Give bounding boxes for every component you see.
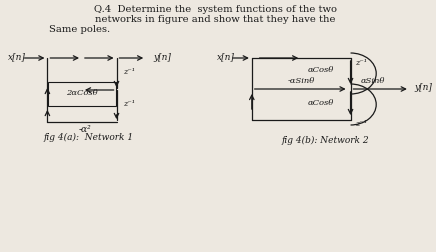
Text: αCosθ: αCosθ (308, 66, 334, 74)
Text: Q.4  Determine the  system functions of the two: Q.4 Determine the system functions of th… (94, 5, 337, 14)
Text: x[n]: x[n] (217, 52, 235, 61)
Text: x[n]: x[n] (8, 52, 26, 61)
Text: z⁻¹: z⁻¹ (355, 59, 368, 67)
Text: z⁻¹: z⁻¹ (355, 120, 368, 128)
Text: fig 4(b): Network 2: fig 4(b): Network 2 (282, 135, 370, 145)
Text: Same poles.: Same poles. (49, 24, 110, 34)
Text: fig 4(a):  Network 1: fig 4(a): Network 1 (44, 133, 134, 142)
Text: y[n]: y[n] (415, 83, 433, 92)
Text: -αSinθ: -αSinθ (288, 77, 315, 85)
Text: αSinθ: αSinθ (361, 77, 385, 85)
Text: y[n]: y[n] (153, 52, 171, 61)
Text: -α²: -α² (78, 125, 91, 135)
Text: αCosθ: αCosθ (308, 99, 334, 107)
Text: z⁻¹: z⁻¹ (123, 100, 136, 108)
Text: networks in figure and show that they have the: networks in figure and show that they ha… (95, 15, 336, 23)
Text: z⁻¹: z⁻¹ (123, 68, 136, 76)
Text: 2αCosθ: 2αCosθ (66, 89, 98, 97)
